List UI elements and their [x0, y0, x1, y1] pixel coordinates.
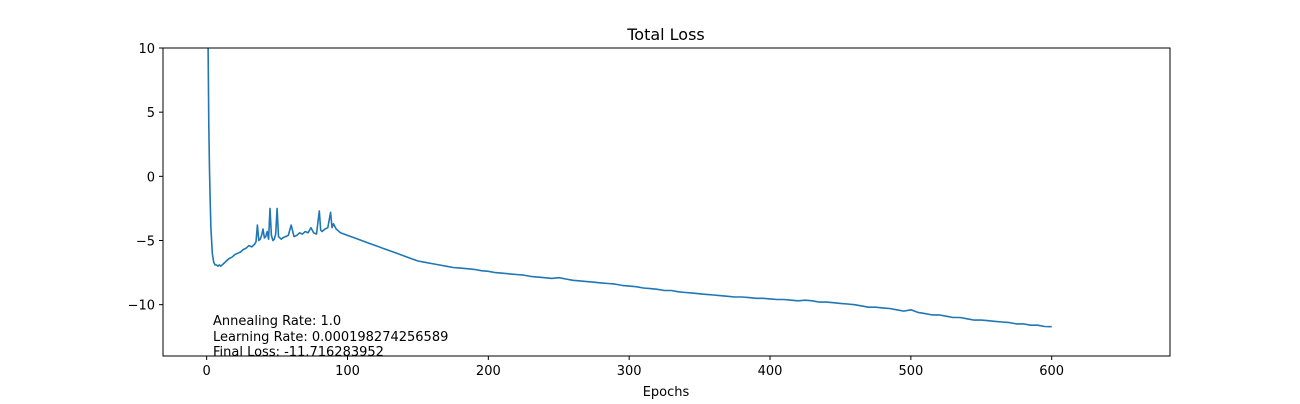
x-axis-label: Epochs	[643, 385, 690, 400]
final-loss-annotation: Final Loss: -11.716283952	[213, 345, 384, 360]
plot-frame	[162, 47, 1171, 357]
y-tick-label: 5	[147, 106, 155, 121]
annotation-box: Annealing Rate: 1.0 Learning Rate: 0.000…	[213, 314, 448, 360]
x-tick-label: 300	[617, 364, 642, 379]
x-tick-label: 400	[758, 364, 783, 379]
x-tick-label: 200	[476, 364, 501, 379]
x-tick-label: 0	[203, 364, 211, 379]
y-tick-label: −5	[136, 235, 155, 250]
y-tick-label: 10	[138, 42, 155, 57]
learning-rate-annotation: Learning Rate: 0.000198274256589	[213, 330, 448, 345]
x-axis: 0 100 200 300 400 500 600	[203, 356, 1064, 379]
annealing-rate-annotation: Annealing Rate: 1.0	[213, 314, 341, 329]
x-tick-label: 600	[1039, 364, 1064, 379]
y-tick-label: −10	[128, 299, 155, 314]
plot-area	[207, 47, 1052, 328]
x-tick-label: 100	[335, 364, 360, 379]
loss-series-line	[207, 47, 1052, 328]
chart-title: Total Loss	[626, 25, 705, 44]
x-tick-label: 500	[898, 364, 923, 379]
y-tick-label: 0	[147, 170, 155, 185]
y-axis: 10 5 0 −5 −10	[128, 42, 163, 314]
